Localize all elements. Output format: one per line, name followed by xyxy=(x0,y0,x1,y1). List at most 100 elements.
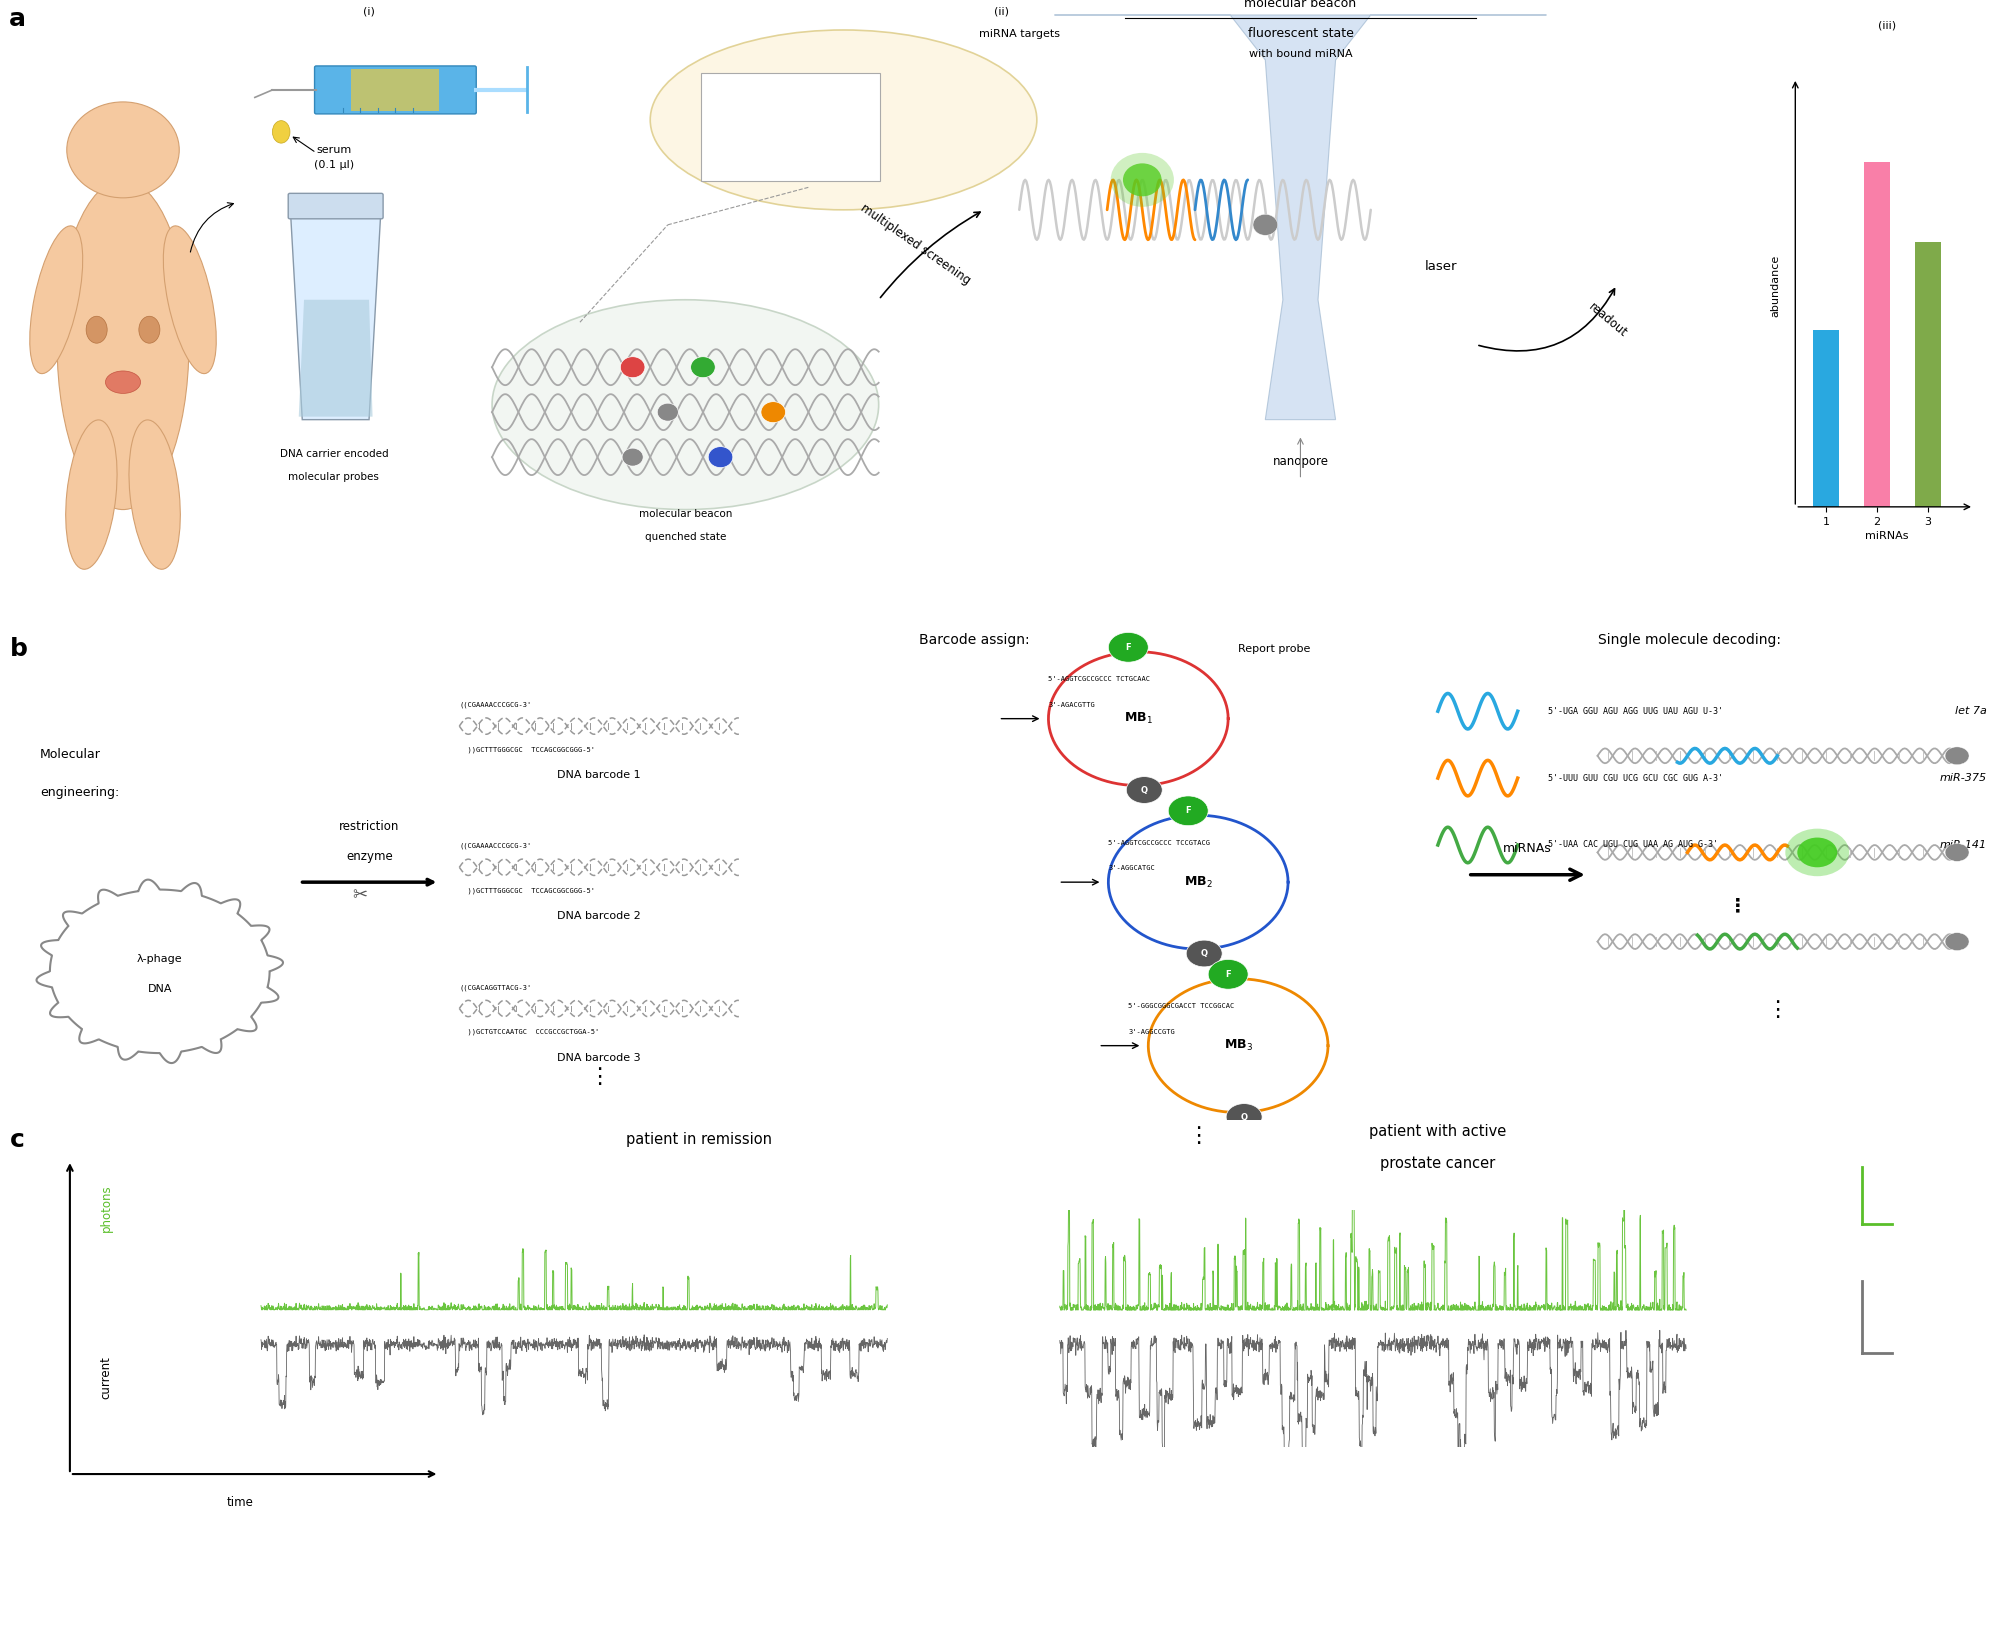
Text: λ-phage: λ-phage xyxy=(138,955,182,965)
Text: patient with active: patient with active xyxy=(1370,1125,1506,1140)
Polygon shape xyxy=(290,203,381,420)
Text: fluorescent state: fluorescent state xyxy=(1248,28,1354,41)
Text: ⋮: ⋮ xyxy=(1727,898,1747,916)
Text: let 7a: let 7a xyxy=(1955,706,1987,716)
Circle shape xyxy=(1122,164,1162,196)
Ellipse shape xyxy=(164,226,216,374)
Text: multiplexed screening: multiplexed screening xyxy=(859,201,973,288)
Text: 5'-AGGTCGCCGCCC TCCGTACG: 5'-AGGTCGCCGCCC TCCGTACG xyxy=(1108,840,1210,845)
Text: time: time xyxy=(226,1496,254,1509)
Text: c: c xyxy=(10,1128,24,1153)
Text: DNA barcode 1: DNA barcode 1 xyxy=(557,770,641,780)
Text: Single molecule decoding:: Single molecule decoding: xyxy=(1598,633,1781,647)
Circle shape xyxy=(623,448,643,466)
Text: 5'-UUU GUU CGU UCG GCU CGC GUG A-3': 5'-UUU GUU CGU UCG GCU CGC GUG A-3' xyxy=(1548,773,1723,783)
Text: (iii): (iii) xyxy=(1877,20,1897,29)
Ellipse shape xyxy=(130,420,180,569)
Text: b: b xyxy=(10,638,28,661)
Text: current: current xyxy=(100,1355,114,1400)
Text: a: a xyxy=(8,8,26,31)
Bar xyxy=(1813,330,1839,507)
Text: (0.1 μl): (0.1 μl) xyxy=(314,160,353,170)
Polygon shape xyxy=(1054,15,1546,420)
Circle shape xyxy=(621,356,645,378)
Text: miR-375: miR-375 xyxy=(1939,773,1987,783)
Text: ))GCTGTCCAATGC  CCCGCCGCTGGA-5': ))GCTGTCCAATGC CCCGCCGCTGGA-5' xyxy=(459,1028,599,1035)
FancyBboxPatch shape xyxy=(351,69,439,111)
Text: 5'-UGA GGU AGU AGG UUG UAU AGU U-3': 5'-UGA GGU AGU AGG UUG UAU AGU U-3' xyxy=(1548,706,1723,716)
Circle shape xyxy=(1797,837,1837,867)
Text: F: F xyxy=(1126,643,1130,652)
Ellipse shape xyxy=(106,371,140,394)
Text: ((CGACAGGTTACG-3': ((CGACAGGTTACG-3' xyxy=(459,984,531,991)
Text: miRNA targets: miRNA targets xyxy=(979,29,1060,39)
Text: ))GCTTTGGGCGC  TCCAGCGGCGGG-5': ))GCTTTGGGCGC TCCAGCGGCGGG-5' xyxy=(459,746,595,752)
X-axis label: miRNAs: miRNAs xyxy=(1865,531,1909,541)
Text: ✂: ✂ xyxy=(351,886,367,904)
Text: DNA: DNA xyxy=(148,984,172,994)
Ellipse shape xyxy=(30,226,82,374)
Text: DNA carrier encoded: DNA carrier encoded xyxy=(280,450,387,459)
Text: serum: serum xyxy=(316,146,351,155)
Text: ⋮: ⋮ xyxy=(1186,1127,1210,1146)
Text: patient in remission: patient in remission xyxy=(625,1131,773,1148)
Text: ))GCTTTGGGCGC  TCCAGCGGCGGG-5': ))GCTTTGGGCGC TCCAGCGGCGGG-5' xyxy=(459,888,595,894)
FancyBboxPatch shape xyxy=(288,193,383,219)
Text: DNA barcode 2: DNA barcode 2 xyxy=(557,911,641,921)
Text: miR-141: miR-141 xyxy=(1939,840,1987,850)
FancyBboxPatch shape xyxy=(701,74,881,181)
Text: enzyme: enzyme xyxy=(345,850,393,863)
Text: nanopore: nanopore xyxy=(1272,455,1328,468)
Text: (ii): (ii) xyxy=(995,7,1008,16)
Text: 3'-AGACGTTG: 3'-AGACGTTG xyxy=(1048,701,1094,708)
Text: molecular beacon: molecular beacon xyxy=(639,508,733,518)
Text: 3'-AGGCATGC: 3'-AGGCATGC xyxy=(1108,865,1154,871)
Text: 5'-AGGTCGCCGCCC TCTGCAAC: 5'-AGGTCGCCGCCC TCTGCAAC xyxy=(1048,677,1150,682)
Ellipse shape xyxy=(272,121,290,144)
Text: Report probe: Report probe xyxy=(1238,644,1310,654)
Circle shape xyxy=(1168,796,1208,826)
Text: laser: laser xyxy=(1424,260,1458,273)
Text: ((CGAAAACCCGCG-3': ((CGAAAACCCGCG-3' xyxy=(459,701,531,708)
FancyBboxPatch shape xyxy=(316,65,475,114)
Text: with bound miRNA: with bound miRNA xyxy=(1248,49,1352,59)
Circle shape xyxy=(1208,960,1248,989)
Text: molecular beacon: molecular beacon xyxy=(1244,0,1356,10)
Circle shape xyxy=(1252,214,1278,235)
Text: readout: readout xyxy=(1586,301,1630,340)
Text: F: F xyxy=(1186,806,1190,816)
Circle shape xyxy=(66,101,180,198)
Text: Barcode assign:: Barcode assign: xyxy=(919,633,1028,647)
Text: ⋮: ⋮ xyxy=(587,1066,611,1087)
Text: Molecular: Molecular xyxy=(40,749,100,762)
Text: Q: Q xyxy=(1140,785,1148,795)
Circle shape xyxy=(709,446,733,468)
Circle shape xyxy=(1945,932,1969,950)
Text: molecular probes: molecular probes xyxy=(288,471,379,482)
Text: miRNAs: miRNAs xyxy=(1504,842,1552,855)
Text: ((CGAAAACCCGCG-3': ((CGAAAACCCGCG-3' xyxy=(459,844,531,850)
Circle shape xyxy=(1108,633,1148,662)
Text: MB$_2$: MB$_2$ xyxy=(1184,875,1212,889)
Text: 3'-AGGCCGTG: 3'-AGGCCGTG xyxy=(1128,1028,1174,1035)
Bar xyxy=(1865,162,1889,507)
Bar xyxy=(1915,242,1941,507)
Polygon shape xyxy=(36,880,284,1063)
Text: photons: photons xyxy=(100,1185,114,1233)
Ellipse shape xyxy=(140,316,160,343)
Circle shape xyxy=(1785,829,1849,876)
Ellipse shape xyxy=(58,180,190,510)
Circle shape xyxy=(1110,154,1174,206)
Text: F: F xyxy=(1226,970,1230,979)
Text: Q: Q xyxy=(1200,948,1208,958)
Text: ⋮: ⋮ xyxy=(1765,1001,1789,1020)
Text: DNA barcode 3: DNA barcode 3 xyxy=(557,1053,641,1063)
Circle shape xyxy=(657,404,679,422)
Text: MB$_1$: MB$_1$ xyxy=(1124,711,1152,726)
Text: engineering:: engineering: xyxy=(40,785,120,798)
Text: 5'-UAA CAC UGU CUG UAA AG AUG G-3': 5'-UAA CAC UGU CUG UAA AG AUG G-3' xyxy=(1548,840,1717,850)
Circle shape xyxy=(691,356,715,378)
Ellipse shape xyxy=(491,299,879,510)
Circle shape xyxy=(1186,940,1222,966)
Circle shape xyxy=(1126,777,1162,803)
